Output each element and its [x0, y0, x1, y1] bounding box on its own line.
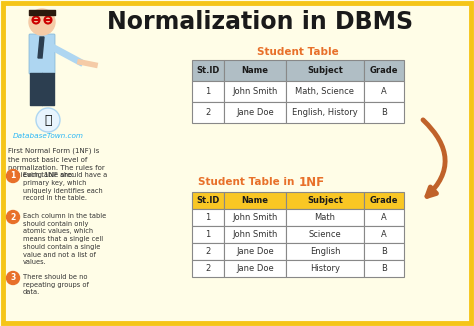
- Text: 2: 2: [10, 213, 16, 221]
- Bar: [286, 192, 364, 209]
- Text: Name: Name: [241, 66, 268, 75]
- FancyBboxPatch shape: [3, 3, 471, 323]
- Text: Math, Science: Math, Science: [295, 87, 355, 96]
- Text: English: English: [310, 247, 340, 256]
- Bar: [224, 102, 286, 123]
- Bar: [224, 226, 286, 243]
- Text: A: A: [381, 213, 387, 222]
- Text: English, History: English, History: [292, 108, 358, 117]
- Bar: [192, 81, 224, 102]
- Text: Math: Math: [315, 213, 336, 222]
- Bar: [364, 81, 404, 102]
- Bar: [286, 243, 364, 260]
- Text: Grade: Grade: [370, 196, 398, 205]
- Bar: [364, 260, 404, 277]
- Text: DatabaseTown.com: DatabaseTown.com: [12, 133, 83, 139]
- Text: B: B: [381, 264, 387, 273]
- Bar: [192, 102, 224, 123]
- Text: 🗄: 🗄: [44, 113, 52, 126]
- Polygon shape: [38, 37, 44, 58]
- Circle shape: [36, 108, 60, 132]
- Bar: [364, 209, 404, 226]
- Bar: [286, 226, 364, 243]
- Bar: [286, 260, 364, 277]
- Text: John Smith: John Smith: [232, 213, 278, 222]
- Text: 1NF: 1NF: [299, 175, 325, 188]
- Text: 1: 1: [205, 213, 210, 222]
- Text: There should be no
repeating groups of
data.: There should be no repeating groups of d…: [23, 274, 89, 295]
- Text: B: B: [381, 108, 387, 117]
- Text: Grade: Grade: [370, 66, 398, 75]
- Text: St.ID: St.ID: [196, 66, 219, 75]
- Text: Each column in the table
should contain only
atomic values, which
means that a s: Each column in the table should contain …: [23, 213, 106, 265]
- Text: Name: Name: [241, 196, 268, 205]
- Text: B: B: [381, 247, 387, 256]
- Text: Jane Doe: Jane Doe: [236, 247, 274, 256]
- Text: St.ID: St.ID: [196, 196, 219, 205]
- Bar: [192, 60, 224, 81]
- Text: Science: Science: [309, 230, 341, 239]
- Text: 2: 2: [205, 108, 210, 117]
- Bar: [224, 209, 286, 226]
- Bar: [286, 81, 364, 102]
- FancyBboxPatch shape: [29, 34, 55, 74]
- Text: Jane Doe: Jane Doe: [236, 108, 274, 117]
- Bar: [224, 60, 286, 81]
- Bar: [364, 60, 404, 81]
- Text: First Normal Form (1NF) is
the most basic level of
normalization. The rules for
: First Normal Form (1NF) is the most basi…: [8, 148, 105, 179]
- Bar: [364, 102, 404, 123]
- Bar: [364, 226, 404, 243]
- Text: A: A: [381, 230, 387, 239]
- Bar: [224, 81, 286, 102]
- Text: Student Table: Student Table: [257, 47, 339, 57]
- Circle shape: [7, 211, 19, 224]
- Bar: [364, 243, 404, 260]
- Bar: [192, 243, 224, 260]
- Text: 1: 1: [10, 171, 16, 181]
- Bar: [364, 192, 404, 209]
- Text: 2: 2: [205, 264, 210, 273]
- Text: A: A: [381, 87, 387, 96]
- Bar: [192, 226, 224, 243]
- Text: History: History: [310, 264, 340, 273]
- Bar: [286, 209, 364, 226]
- FancyArrowPatch shape: [423, 120, 445, 196]
- Circle shape: [7, 170, 19, 183]
- Text: 3: 3: [10, 274, 16, 283]
- Text: Jane Doe: Jane Doe: [236, 264, 274, 273]
- Bar: [286, 60, 364, 81]
- Text: John Smith: John Smith: [232, 230, 278, 239]
- Bar: [224, 243, 286, 260]
- Text: Normalization in DBMS: Normalization in DBMS: [107, 10, 413, 34]
- Bar: [224, 192, 286, 209]
- Circle shape: [29, 9, 55, 35]
- Bar: [286, 102, 364, 123]
- Text: 2: 2: [205, 247, 210, 256]
- Text: Subject: Subject: [307, 196, 343, 205]
- Text: Subject: Subject: [307, 66, 343, 75]
- Text: 1: 1: [205, 87, 210, 96]
- Text: Student Table in: Student Table in: [198, 177, 298, 187]
- Bar: [224, 260, 286, 277]
- Bar: [192, 192, 224, 209]
- Text: 1: 1: [205, 230, 210, 239]
- Text: John Smith: John Smith: [232, 87, 278, 96]
- Circle shape: [7, 272, 19, 285]
- Text: Each table should have a
primary key, which
uniquely identifies each
record in t: Each table should have a primary key, wh…: [23, 172, 107, 201]
- Bar: [192, 260, 224, 277]
- Bar: [192, 209, 224, 226]
